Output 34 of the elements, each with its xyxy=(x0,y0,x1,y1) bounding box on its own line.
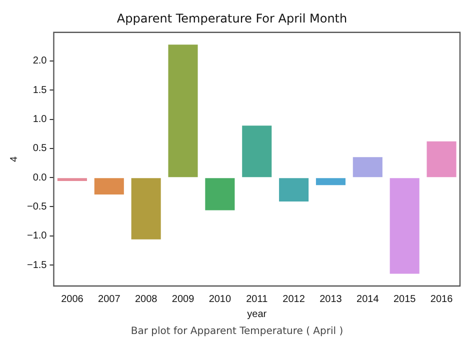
bar xyxy=(168,44,198,178)
x-axis-title: year xyxy=(247,308,268,320)
x-tick-label: 2011 xyxy=(246,294,268,305)
x-tick-label: 2015 xyxy=(393,294,416,305)
x-tick-label: 2010 xyxy=(208,294,232,305)
y-tick-label: −1.5 xyxy=(26,260,48,271)
bar xyxy=(390,178,420,274)
bar xyxy=(316,178,346,186)
y-tick-label: 0.0 xyxy=(32,172,48,184)
y-tick-label: 2.0 xyxy=(32,56,48,67)
bar xyxy=(131,178,161,240)
x-tick-label: 2016 xyxy=(430,294,454,305)
bar xyxy=(205,178,235,210)
bar xyxy=(57,178,87,182)
x-tick-label: 2012 xyxy=(282,294,306,305)
bar xyxy=(94,178,124,194)
y-tick-label: 1.5 xyxy=(32,84,48,96)
x-tick-label: 2009 xyxy=(172,294,195,305)
y-tick-label: 0.5 xyxy=(32,143,48,154)
bar xyxy=(426,141,456,178)
x-tick-label: 2007 xyxy=(98,294,121,305)
y-tick-label: 1.0 xyxy=(32,114,48,126)
y-axis-title: 4 xyxy=(8,156,20,162)
x-tick-label: 2006 xyxy=(61,294,84,305)
chart-title: Apparent Temperature For April Month xyxy=(116,11,348,26)
bar xyxy=(279,178,309,202)
x-tick-label: 2008 xyxy=(134,294,158,305)
x-tick-label: 2014 xyxy=(356,294,380,305)
y-tick-label: −1.0 xyxy=(26,230,48,242)
x-tick-label: 2013 xyxy=(320,294,342,305)
bar xyxy=(352,157,382,178)
text: Bar plot for Apparent Temperature ( April ) xyxy=(130,326,344,337)
bar xyxy=(242,126,272,178)
y-tick-label: −0.5 xyxy=(26,201,48,212)
